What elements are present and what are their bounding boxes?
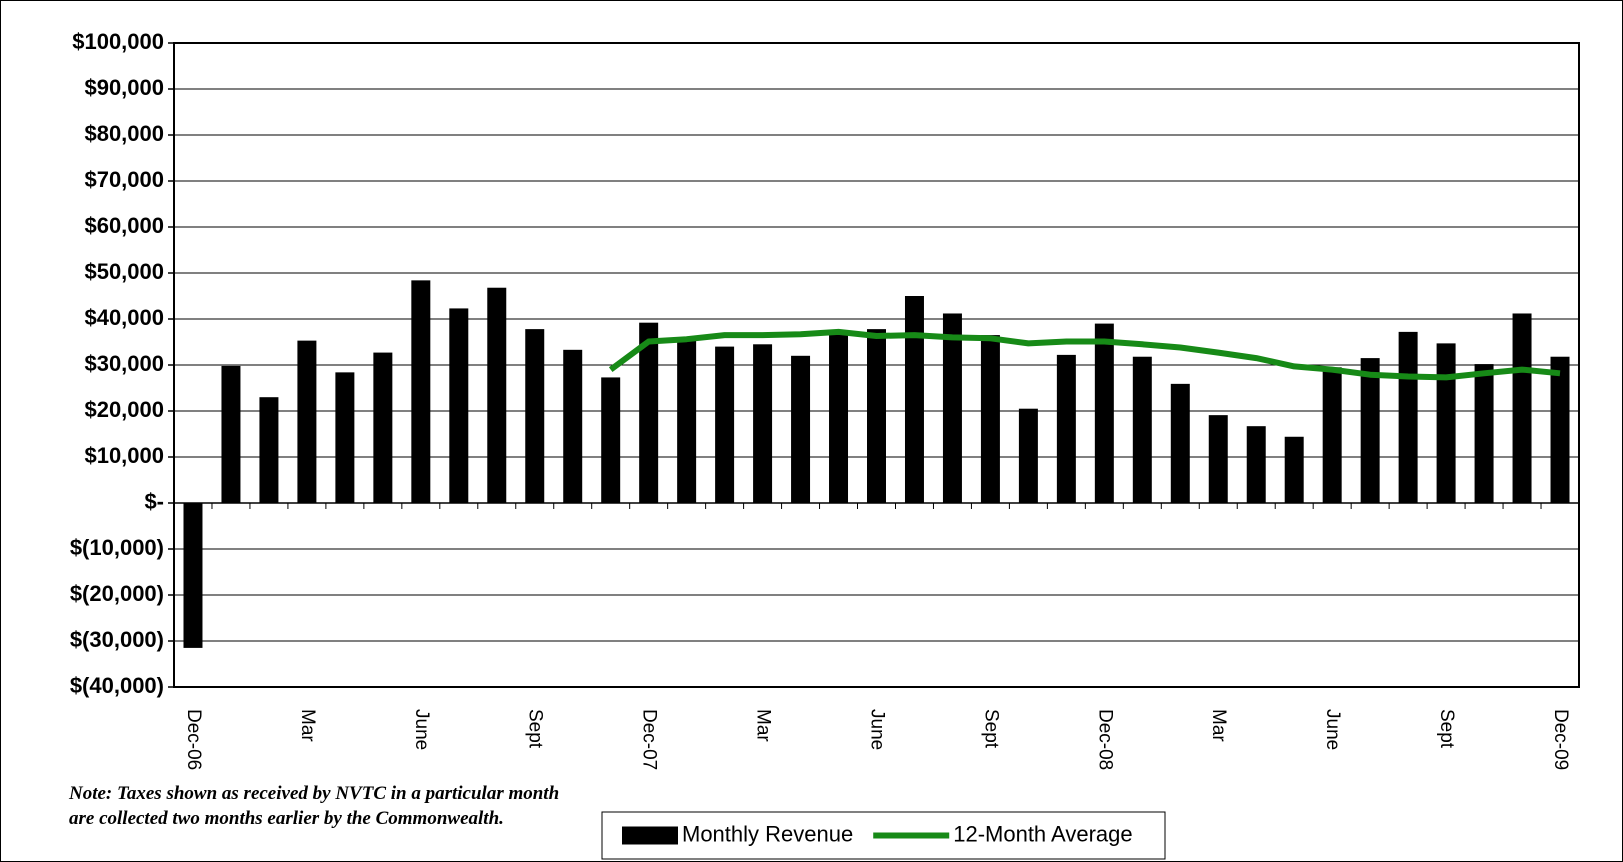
bar [1094, 323, 1114, 503]
bar [1284, 436, 1304, 503]
bar [1018, 408, 1038, 503]
y-tick-label: $20,000 [84, 397, 164, 422]
y-tick-label: $(20,000) [70, 581, 164, 606]
y-tick-label: $(30,000) [70, 627, 164, 652]
bar [563, 349, 583, 503]
bar [1208, 415, 1228, 503]
x-tick-label: Dec-08 [1094, 709, 1115, 770]
y-tick-label: $100,000 [72, 29, 164, 54]
line-series [608, 328, 1561, 381]
bar [1132, 356, 1152, 503]
bar [639, 322, 659, 503]
bar [221, 365, 241, 503]
bar [791, 355, 811, 503]
legend: Monthly Revenue 12-Month Average [601, 811, 1166, 860]
x-tick-label: June [411, 709, 432, 750]
y-tick-label: $(40,000) [70, 673, 164, 698]
bar [715, 346, 735, 503]
y-tick-label: $90,000 [84, 75, 164, 100]
y-tick-label: $70,000 [84, 167, 164, 192]
legend-label: 12-Month Average [953, 821, 1132, 846]
x-tick-label: Mar [753, 709, 774, 742]
bar [487, 287, 507, 503]
legend-swatch [622, 826, 678, 845]
x-tick-label: Dec-07 [639, 709, 660, 770]
bar [601, 377, 621, 503]
y-tick-label: $10,000 [84, 443, 164, 468]
bar [1322, 367, 1342, 503]
plot-frame [173, 42, 1580, 688]
y-tick-label: $40,000 [84, 305, 164, 330]
bar [980, 335, 1000, 503]
y-tick-label: $80,000 [84, 121, 164, 146]
bar [1398, 331, 1418, 503]
x-tick-label: Mar [1208, 709, 1229, 742]
bar [1246, 426, 1266, 503]
bar [1550, 356, 1570, 503]
bar [1512, 313, 1532, 503]
x-tick-label: Sept [525, 709, 546, 749]
bar [335, 372, 355, 503]
bar [1170, 383, 1190, 503]
y-tick-label: $(10,000) [70, 535, 164, 560]
bar [1056, 354, 1076, 503]
bar [411, 280, 431, 503]
y-tick-label: $- [144, 489, 164, 514]
bar [942, 313, 962, 503]
bar [259, 397, 279, 503]
bar [1474, 364, 1494, 503]
bar [753, 344, 773, 503]
bar [1360, 358, 1380, 503]
bar [677, 338, 697, 503]
bar [373, 352, 393, 503]
y-tick-label: $60,000 [84, 213, 164, 238]
bar [297, 340, 317, 503]
x-tick-label: Sept [1436, 709, 1457, 749]
bar [867, 329, 886, 503]
y-tick-label: $30,000 [84, 351, 164, 376]
y-tick-label: $50,000 [84, 259, 164, 284]
x-tick-label: Sept [980, 709, 1001, 749]
legend-label: Monthly Revenue [682, 821, 853, 846]
x-tick-label: Mar [297, 709, 318, 742]
x-tick-label: June [1322, 709, 1343, 750]
bar [904, 296, 924, 503]
bar [1436, 343, 1456, 503]
bar [449, 308, 469, 503]
bar [525, 329, 545, 503]
x-tick-label: June [866, 709, 887, 750]
x-tick-label: Dec-06 [183, 709, 204, 770]
bar [829, 333, 849, 503]
bar [183, 503, 203, 648]
x-tick-label: Dec-09 [1550, 709, 1571, 770]
note: Note: Taxes shown as received by NVTC in… [69, 783, 560, 829]
